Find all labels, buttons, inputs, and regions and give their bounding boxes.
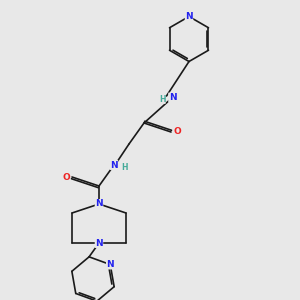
Text: N: N	[95, 238, 103, 247]
Text: N: N	[169, 93, 176, 102]
Text: N: N	[185, 12, 193, 21]
Text: N: N	[106, 260, 114, 269]
Text: N: N	[95, 200, 103, 208]
Text: H: H	[159, 94, 165, 103]
Text: O: O	[173, 128, 181, 136]
Text: H: H	[121, 164, 128, 172]
Text: N: N	[110, 160, 118, 169]
Text: O: O	[62, 172, 70, 182]
